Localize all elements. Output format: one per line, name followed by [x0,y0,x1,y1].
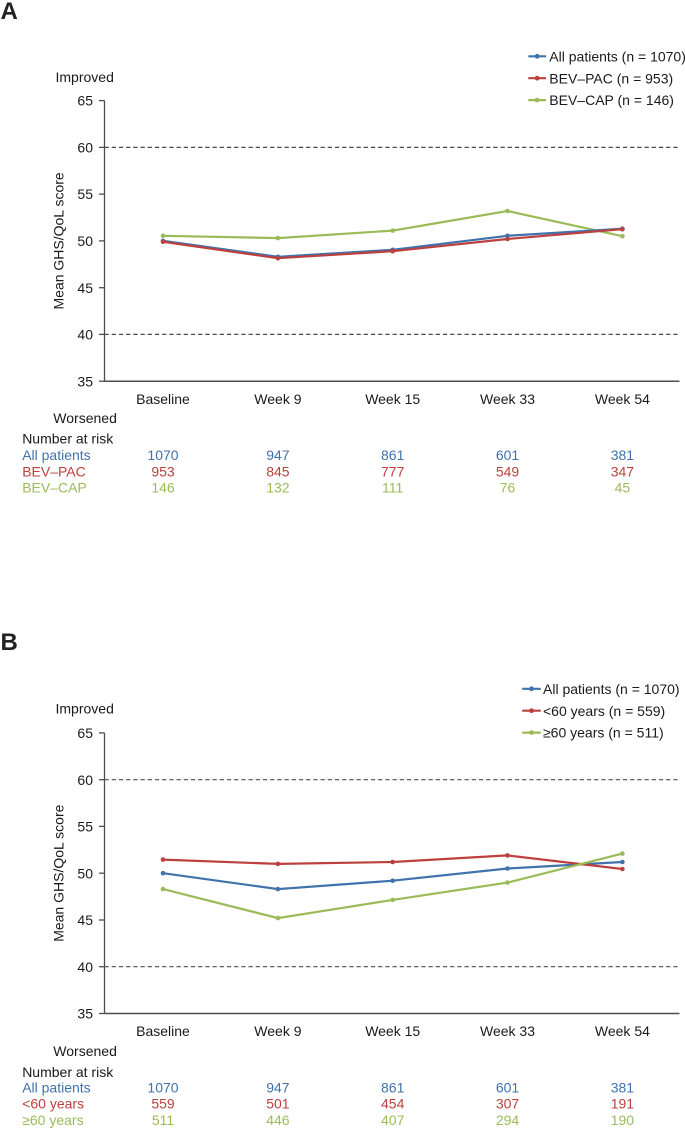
svg-text:45: 45 [77,912,93,928]
svg-text:Week 9: Week 9 [254,391,301,407]
svg-text:947: 947 [266,1080,290,1096]
svg-text:1070: 1070 [147,447,178,463]
svg-text:190: 190 [611,1112,635,1128]
svg-text:BEV–PAC (n = 953): BEV–PAC (n = 953) [549,70,673,86]
svg-text:40: 40 [77,959,93,975]
svg-text:Mean GHS/QoL score: Mean GHS/QoL score [51,804,67,941]
svg-text:≥60 years (n = 511): ≥60 years (n = 511) [543,725,664,741]
svg-text:All patients (n = 1070): All patients (n = 1070) [549,48,685,64]
svg-text:381: 381 [611,1080,635,1096]
svg-text:861: 861 [381,1080,405,1096]
svg-text:<60 years: <60 years [22,1096,84,1112]
svg-text:BEV–CAP: BEV–CAP [22,480,87,496]
svg-text:Week 33: Week 33 [480,1023,535,1039]
svg-text:501: 501 [266,1096,290,1112]
svg-text:Baseline: Baseline [136,1023,190,1039]
svg-text:A: A [1,0,18,25]
svg-text:601: 601 [496,1080,520,1096]
svg-text:B: B [1,629,18,656]
svg-text:55: 55 [77,819,93,835]
svg-text:777: 777 [381,463,405,479]
svg-text:Week 54: Week 54 [595,391,650,407]
svg-text:35: 35 [77,1006,93,1022]
svg-text:861: 861 [381,447,405,463]
svg-text:559: 559 [151,1096,175,1112]
svg-text:Week 15: Week 15 [365,391,420,407]
svg-text:845: 845 [266,463,290,479]
svg-text:60: 60 [77,772,93,788]
svg-text:146: 146 [151,480,175,496]
svg-text:1070: 1070 [147,1080,178,1096]
svg-text:All patients (n = 1070): All patients (n = 1070) [543,681,680,697]
svg-text:Number at risk: Number at risk [22,431,114,447]
svg-text:Worsened: Worsened [53,1043,117,1059]
svg-text:381: 381 [611,447,635,463]
svg-text:≥60 years: ≥60 years [22,1112,83,1128]
svg-text:45: 45 [77,280,93,296]
svg-text:All patients: All patients [22,447,90,463]
svg-text:191: 191 [611,1096,635,1112]
svg-text:<60 years (n = 559): <60 years (n = 559) [543,703,665,719]
svg-text:BEV–CAP (n = 146): BEV–CAP (n = 146) [549,92,674,108]
svg-text:All patients: All patients [22,1080,90,1096]
svg-text:307: 307 [496,1096,520,1112]
svg-text:Week 54: Week 54 [595,1023,650,1039]
svg-text:Week 15: Week 15 [365,1023,420,1039]
svg-text:65: 65 [77,725,93,741]
svg-text:601: 601 [496,447,520,463]
svg-text:294: 294 [496,1112,520,1128]
svg-text:111: 111 [382,480,403,496]
svg-text:Mean GHS/QoL score: Mean GHS/QoL score [51,172,67,309]
svg-text:446: 446 [266,1112,290,1128]
svg-text:Number at risk: Number at risk [22,1064,114,1080]
svg-text:65: 65 [77,93,93,109]
svg-text:55: 55 [77,186,93,202]
svg-text:45: 45 [615,480,631,496]
svg-text:511: 511 [152,1112,175,1128]
svg-text:35: 35 [77,373,93,389]
svg-text:347: 347 [611,463,635,479]
svg-text:Improved: Improved [56,701,114,717]
svg-text:Worsened: Worsened [53,410,117,426]
svg-text:Improved: Improved [56,69,114,85]
svg-text:50: 50 [77,865,93,881]
svg-text:947: 947 [266,447,290,463]
svg-text:50: 50 [77,233,93,249]
svg-text:Week 33: Week 33 [480,391,535,407]
svg-text:953: 953 [151,463,175,479]
svg-text:549: 549 [496,463,520,479]
svg-text:Baseline: Baseline [136,391,190,407]
svg-text:BEV–PAC: BEV–PAC [22,463,86,479]
svg-text:Week 9: Week 9 [254,1023,301,1039]
svg-text:407: 407 [381,1112,405,1128]
svg-text:40: 40 [77,327,93,343]
svg-text:60: 60 [77,140,93,156]
svg-text:132: 132 [266,480,290,496]
svg-text:454: 454 [381,1096,405,1112]
svg-text:76: 76 [500,480,516,496]
